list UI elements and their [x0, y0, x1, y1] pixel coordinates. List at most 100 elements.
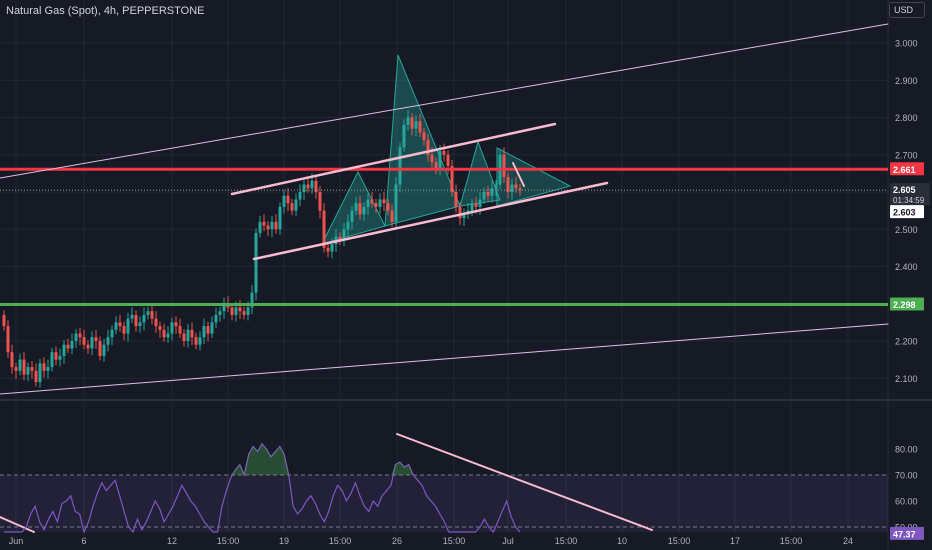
down-candle	[98, 341, 102, 356]
down-candle	[306, 184, 310, 189]
up-candle	[106, 337, 110, 345]
down-candle	[486, 192, 490, 196]
down-candle	[178, 326, 182, 334]
down-candle	[386, 203, 390, 211]
short-trendline[interactable]	[512, 162, 525, 187]
up-candle	[166, 333, 170, 338]
rsi-tick-label: 80.00	[895, 445, 918, 455]
down-candle	[262, 221, 266, 226]
up-candle	[146, 311, 150, 315]
up-candle	[482, 192, 486, 200]
down-candle	[290, 203, 294, 211]
down-candle	[134, 314, 138, 327]
rsi-band	[0, 474, 888, 532]
up-candle	[462, 214, 466, 219]
up-candle	[254, 232, 258, 293]
trendlines[interactable]	[0, 23, 889, 533]
up-candle	[46, 367, 50, 371]
up-candle	[210, 322, 214, 334]
time-tick-label: 24	[843, 536, 853, 546]
down-candle	[190, 329, 194, 338]
down-candle	[14, 367, 18, 371]
down-candle	[426, 139, 430, 155]
up-candle	[218, 311, 222, 315]
up-candle	[130, 314, 134, 319]
up-candle	[258, 221, 262, 233]
up-candle	[298, 192, 302, 200]
down-candle	[54, 352, 58, 360]
up-candle	[330, 244, 334, 252]
price-tick-label: 2.900	[895, 76, 918, 86]
inner-channel-lower-trendline[interactable]	[252, 181, 609, 261]
down-candle	[10, 352, 14, 368]
up-candle	[350, 210, 354, 222]
down-candle	[390, 210, 394, 222]
resistance-price-label-background	[890, 162, 924, 176]
down-candle	[174, 322, 178, 327]
last-price-box	[890, 183, 930, 206]
support-price-label-background	[890, 297, 924, 311]
down-candle	[206, 326, 210, 334]
down-candle	[6, 326, 10, 353]
horizontal-levels[interactable]	[0, 167, 888, 306]
up-candle	[138, 322, 142, 327]
up-candle	[414, 121, 418, 129]
time-tick-label: 6	[81, 536, 86, 546]
down-candle	[458, 206, 462, 219]
price-tick-label: 2.100	[895, 374, 918, 384]
up-candle	[70, 341, 74, 349]
up-candle	[470, 203, 474, 211]
down-candle	[194, 337, 198, 345]
up-candle	[38, 363, 42, 382]
up-candle	[346, 221, 350, 230]
up-candle	[202, 326, 206, 338]
rsi-left-trendline[interactable]	[0, 516, 35, 533]
down-candle	[410, 117, 414, 129]
up-candle	[378, 199, 382, 207]
down-candle	[286, 195, 290, 204]
down-candle	[514, 184, 518, 189]
down-candle	[374, 203, 378, 207]
down-candle	[22, 359, 26, 375]
inner-channel-upper-trendline[interactable]	[230, 122, 557, 196]
time-tick-label: 15:00	[555, 536, 578, 546]
up-candle	[438, 151, 442, 170]
rsi-tick-label: 70.00	[895, 471, 918, 481]
outer-channel-upper-trendline[interactable]	[0, 23, 889, 179]
up-candle	[246, 307, 250, 315]
down-candle	[162, 329, 166, 338]
up-candle	[294, 199, 298, 211]
currency-button[interactable]: USD	[889, 2, 925, 18]
time-tick-label: Jul	[502, 536, 514, 546]
down-candle	[118, 322, 122, 327]
price-tick-label: 2.200	[895, 337, 918, 347]
down-candle	[158, 326, 162, 330]
down-candle	[326, 247, 330, 252]
down-candle	[34, 370, 38, 382]
down-candle	[474, 203, 478, 207]
up-candle	[394, 184, 398, 222]
time-tick-label: Jun	[9, 536, 24, 546]
countdown-label: 01:34:59	[893, 196, 925, 205]
down-candle	[318, 192, 322, 211]
down-candle	[42, 363, 46, 371]
up-candle	[362, 206, 366, 215]
time-tick-label: 15:00	[217, 536, 240, 546]
up-candle	[234, 307, 238, 315]
down-candle	[430, 154, 434, 163]
resistance-price-label: 2.661	[893, 165, 916, 175]
up-candle	[302, 184, 306, 192]
up-candle	[366, 199, 370, 207]
up-candle	[494, 184, 498, 189]
outer-channel-lower-trendline[interactable]	[0, 323, 889, 395]
rsi-trendline[interactable]	[396, 433, 653, 531]
down-candle	[230, 307, 234, 315]
down-candle	[322, 210, 326, 248]
up-candle	[170, 322, 174, 334]
up-candle	[478, 199, 482, 207]
rsi-tick-label: 40.00	[895, 549, 918, 550]
down-candle	[242, 311, 246, 315]
